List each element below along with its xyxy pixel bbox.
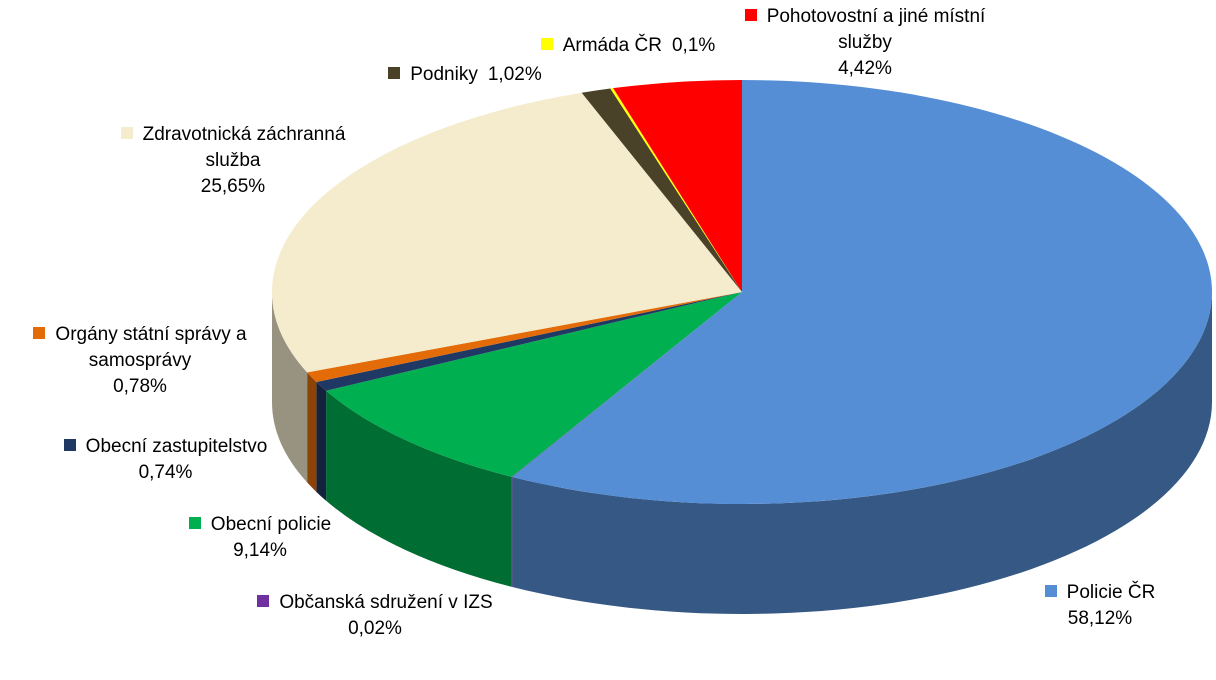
data-label: Podniky 1,02% — [350, 62, 580, 88]
data-label: Obecní policie 9,14% — [160, 512, 360, 564]
data-label: Policie ČR 58,12% — [1025, 580, 1175, 632]
pie-tops — [271, 80, 1212, 504]
legend-swatch — [1044, 585, 1057, 597]
label-value: 0,1% — [671, 35, 716, 56]
label-name: Podniky — [410, 64, 478, 85]
slice — [581, 88, 742, 292]
slice — [610, 88, 742, 292]
legend-swatch — [63, 439, 76, 451]
data-label: Orgány státní správy a samosprávy 0,78% — [5, 322, 275, 400]
legend-swatch — [257, 595, 270, 607]
label-value: 0,02% — [348, 618, 402, 639]
data-label: Občanská sdružení v IZS 0,02% — [240, 590, 510, 642]
slice — [307, 292, 742, 382]
slice — [512, 80, 1212, 504]
label-value: 58,12% — [1067, 608, 1133, 629]
data-label: Zdravotnická záchranná služba 25,65% — [118, 122, 348, 200]
label-name: Armáda ČR — [562, 35, 662, 56]
label-name: Občanská sdružení v IZS — [279, 592, 493, 613]
slice-side — [326, 390, 512, 587]
slice — [613, 80, 742, 292]
legend-swatch — [33, 327, 46, 339]
label-value: 0,78% — [113, 376, 167, 397]
label-name: Obecní zastupitelstvo — [85, 436, 268, 457]
slice — [316, 292, 742, 391]
data-label: Pohotovostní a jiné místní služby 4,42% — [730, 4, 1000, 82]
legend-swatch — [744, 9, 757, 21]
slice-side — [511, 476, 513, 587]
label-value: 1,02% — [487, 64, 542, 85]
label-name: Orgány státní správy a samosprávy — [55, 324, 247, 371]
legend-swatch — [388, 67, 401, 79]
label-name: Policie ČR — [1066, 582, 1156, 603]
label-value: 0,74% — [138, 462, 193, 483]
label-name: Zdravotnická záchranná služba — [142, 124, 346, 171]
label-value: 9,14% — [233, 540, 287, 561]
slice — [271, 92, 742, 373]
label-name: Pohotovostní a jiné místní služby — [766, 6, 986, 53]
slice — [326, 292, 742, 477]
slice-side — [316, 381, 327, 501]
label-value: 25,65% — [200, 176, 266, 197]
slice — [511, 292, 742, 477]
label-name: Obecní policie — [210, 514, 332, 535]
label-value: 4,42% — [838, 58, 892, 79]
legend-swatch — [120, 127, 133, 139]
slice-side — [307, 372, 317, 492]
pie-sides — [272, 292, 1212, 614]
slice-side — [272, 292, 308, 483]
data-label: Armáda ČR 0,1% — [508, 33, 748, 59]
legend-swatch — [188, 517, 201, 529]
legend-swatch — [540, 38, 553, 50]
data-label: Obecní zastupitelstvo 0,74% — [18, 434, 313, 486]
slice-side — [512, 292, 1212, 614]
